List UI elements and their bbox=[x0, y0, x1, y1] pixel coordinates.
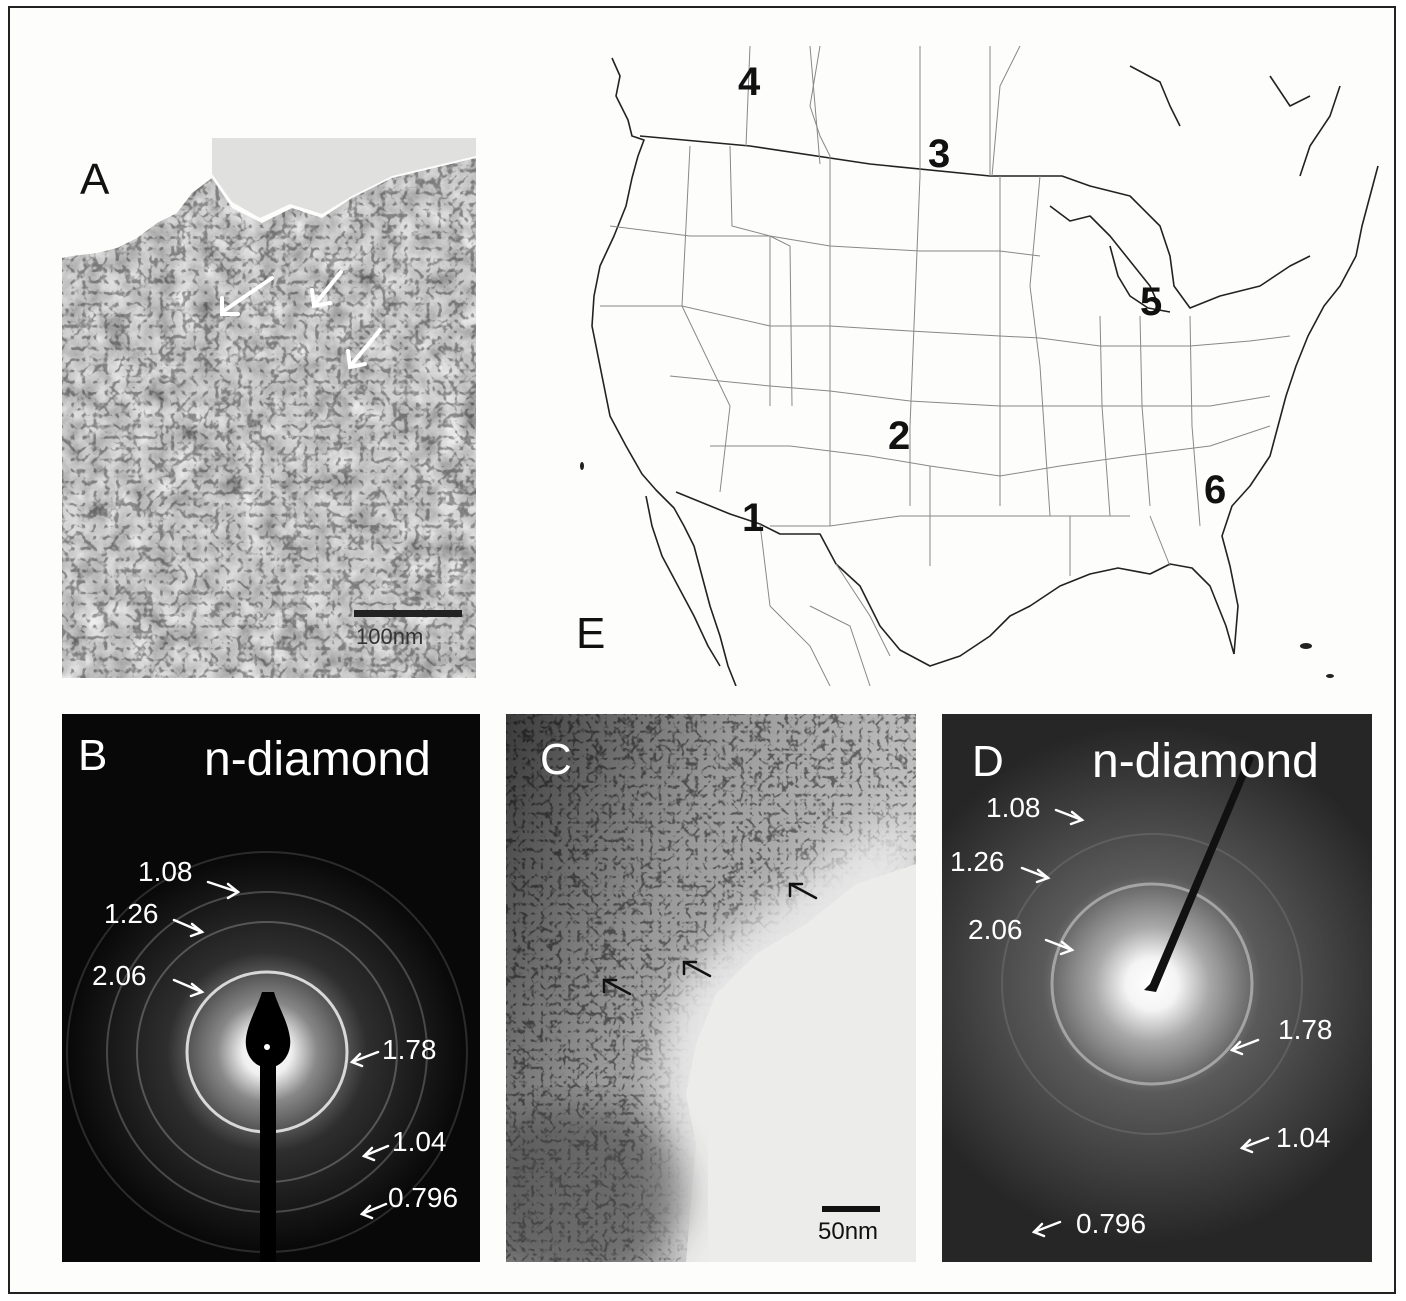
panel-b-arrows bbox=[172, 880, 390, 1220]
panel-d-spacing-3: 2.06 bbox=[968, 914, 1023, 945]
panel-c-arrows bbox=[602, 882, 818, 996]
panel-d-spacing-5: 1.04 bbox=[1276, 1122, 1331, 1153]
panel-a-arrows bbox=[220, 270, 382, 370]
map-coastline bbox=[591, 57, 1379, 686]
panel-b-spacing-1: 1.08 bbox=[138, 856, 193, 887]
panel-b-pattern bbox=[62, 714, 480, 1262]
panel-b-title: n-diamond bbox=[204, 733, 431, 786]
site-marker-1: 1 bbox=[742, 496, 765, 540]
site-marker-4: 4 bbox=[738, 60, 761, 104]
panel-b-spacing-3: 2.06 bbox=[92, 960, 147, 991]
panel-d-spacing-6: 0.796 bbox=[1076, 1208, 1147, 1239]
panel-a-scale-label: 100nm bbox=[356, 624, 424, 649]
panel-e-map: 4 3 5 2 1 6 E bbox=[570, 46, 1380, 686]
panel-b-spacing-6: 0.796 bbox=[388, 1182, 459, 1213]
panel-b-label: B bbox=[78, 731, 108, 780]
panel-d-title: n-diamond bbox=[1092, 735, 1319, 788]
site-marker-2: 2 bbox=[888, 414, 911, 458]
panel-d-spacing-2: 1.26 bbox=[950, 846, 1005, 877]
panel-d-spacing-1: 1.08 bbox=[986, 792, 1041, 823]
site-marker-5: 5 bbox=[1140, 280, 1163, 324]
panel-a-micrograph bbox=[62, 138, 476, 678]
panel-d-rings bbox=[1001, 833, 1303, 1135]
panel-c-tem-image: C 50nm bbox=[506, 714, 916, 1262]
map-islands bbox=[580, 462, 1334, 678]
panel-d-diffraction: D n-diamond 1.08 1.26 2.06 1.78 1.04 0.7… bbox=[942, 714, 1372, 1262]
panel-b-spacing-5: 1.04 bbox=[392, 1126, 447, 1157]
panel-a-tem-image: A 100nm bbox=[62, 138, 476, 678]
site-marker-3: 3 bbox=[928, 132, 951, 176]
panel-b-spacing-4: 1.78 bbox=[382, 1034, 437, 1065]
panel-b-diffraction: B n-diamond 1.08 1.26 2.06 1.78 1.04 0.7… bbox=[62, 714, 480, 1262]
panel-c-scale-label: 50nm bbox=[818, 1218, 879, 1245]
panel-e-site-map bbox=[580, 46, 1379, 686]
panel-e-label: E bbox=[576, 609, 606, 658]
panel-d-label: D bbox=[972, 737, 1004, 786]
panel-c-micrograph bbox=[506, 714, 916, 1262]
panel-d-spacing-4: 1.78 bbox=[1278, 1014, 1333, 1045]
panel-b-spacing-2: 1.26 bbox=[104, 898, 159, 929]
map-state-borders bbox=[600, 46, 1291, 686]
site-marker-6: 6 bbox=[1204, 468, 1227, 512]
panel-a-label: A bbox=[80, 155, 110, 204]
panel-d-arrows bbox=[1020, 808, 1270, 1238]
panel-d-pattern bbox=[942, 714, 1372, 1262]
panel-c-label: C bbox=[540, 735, 572, 784]
